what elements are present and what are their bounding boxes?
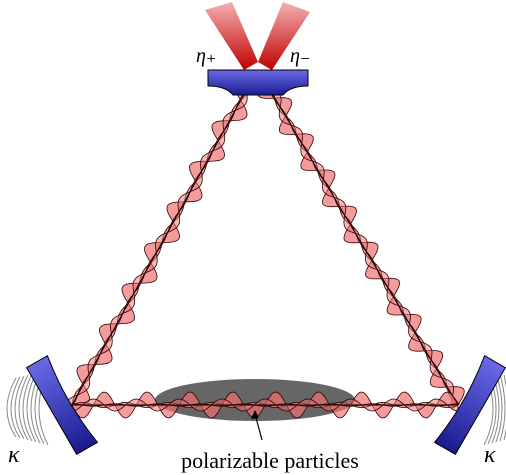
pointer-arrow-head <box>251 410 259 419</box>
left-mirror <box>25 354 99 455</box>
pump-beam-plus <box>205 2 258 70</box>
pump-label: η₊ <box>196 45 216 67</box>
fringe <box>14 375 25 440</box>
fringe <box>503 374 506 441</box>
fringe <box>10 376 21 439</box>
right-mirror <box>433 354 506 455</box>
particles-label: polarizable particles <box>181 448 359 473</box>
beam-axis <box>263 79 459 406</box>
pump-beam-minus <box>258 2 310 70</box>
loss-label: κ <box>8 442 20 468</box>
fringe <box>18 374 29 441</box>
field-wave <box>66 76 254 407</box>
cavity-field <box>66 76 465 419</box>
beam-axis <box>71 79 253 406</box>
loss-label: κ <box>484 442 496 468</box>
pump-label: η₋ <box>290 45 310 67</box>
fringe <box>499 373 506 442</box>
fringe <box>22 373 33 442</box>
top-mirror <box>207 69 309 96</box>
fringe <box>6 377 17 438</box>
field-wave <box>258 78 460 409</box>
